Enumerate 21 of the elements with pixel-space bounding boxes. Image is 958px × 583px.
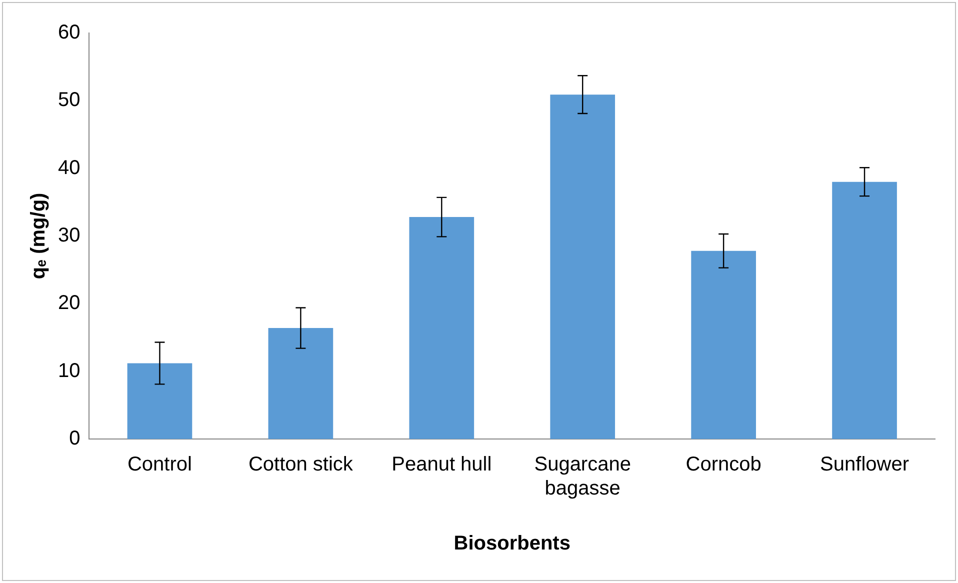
bar: [127, 363, 192, 439]
bar: [691, 250, 756, 439]
y-tick-label: 40: [58, 156, 80, 179]
x-tick-label: Corncob: [686, 454, 762, 476]
x-tick-label: Cotton stick: [248, 454, 354, 476]
bar: [832, 182, 897, 439]
bar: [409, 217, 474, 439]
bar: [550, 94, 616, 439]
y-tick-label: 0: [69, 428, 80, 450]
x-tick-label: Sugarcane bagasse: [534, 454, 631, 500]
y-tick-label: 20: [58, 292, 80, 314]
x-tick-label: Peanut hull: [392, 454, 492, 476]
x-tick-label: Sunflower: [820, 454, 910, 476]
y-tick-label: 60: [58, 22, 80, 44]
x-tick-label: Control: [127, 454, 192, 476]
y-tick-label: 30: [58, 224, 80, 247]
y-tick-label: 50: [58, 89, 80, 112]
x-axis-title: Biosorbents: [454, 532, 570, 555]
y-tick-label: 10: [58, 360, 80, 382]
bar: [268, 328, 334, 439]
y-axis-title: qₑ (mg/g): [28, 192, 50, 280]
